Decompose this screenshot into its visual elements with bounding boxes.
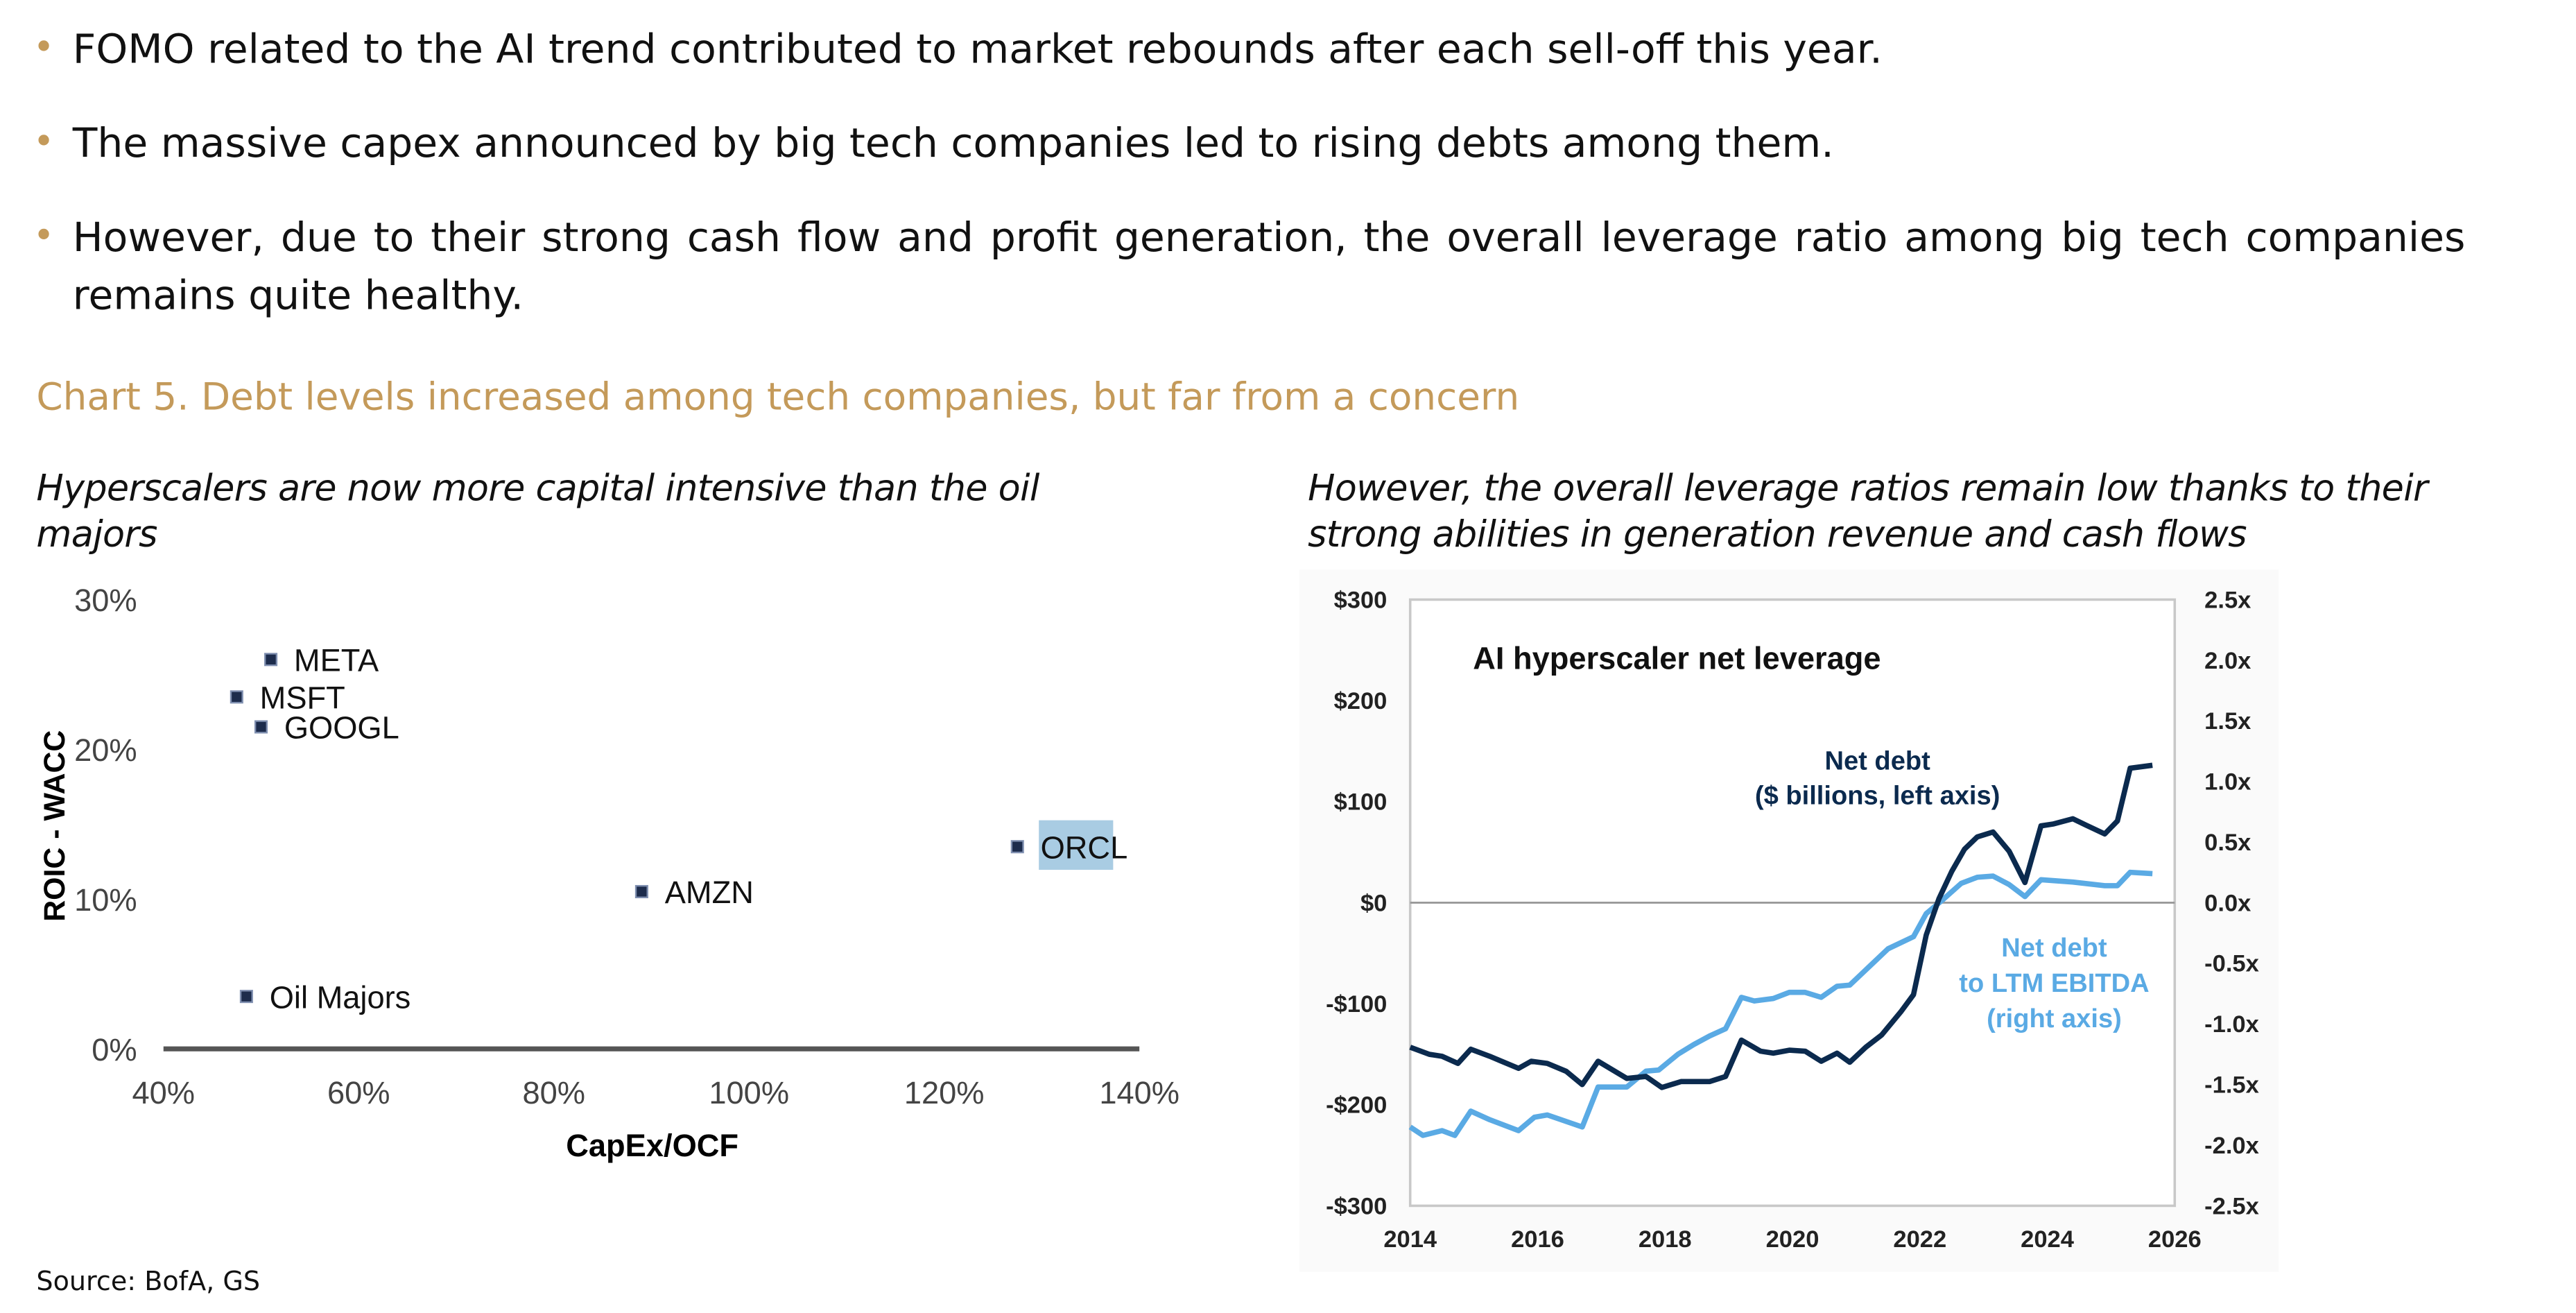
point-label: Oil Majors [270, 979, 411, 1015]
x-tick-label: 140% [1099, 1075, 1179, 1110]
y-tick-label: 30% [74, 583, 137, 618]
right-y-tick-label: -0.5x [2204, 951, 2259, 977]
left-y-tick-label: $300 [1334, 587, 1388, 613]
data-point [1010, 840, 1024, 854]
left-y-tick-label: -$300 [1326, 1193, 1387, 1219]
x-tick-label: 40% [132, 1075, 195, 1110]
data-point [254, 720, 268, 734]
x-tick-label: 100% [709, 1075, 789, 1110]
x-tick-label: 80% [522, 1075, 585, 1110]
data-point [634, 884, 648, 899]
series-label-leverage: Net debt [2001, 934, 2107, 963]
point-label: AMZN [665, 875, 754, 910]
chart-title: Chart 5. Debt levels increased among tec… [36, 376, 1520, 420]
left-y-tick-label: -$100 [1326, 991, 1387, 1018]
x-tick-label: 2022 [1893, 1226, 1946, 1253]
line-chart: $300 $200 $100 $0 -$100 -$200 -$300 2.5x 2.0x 1.5… [1299, 569, 2279, 1272]
y-tick-label: 0% [92, 1032, 137, 1067]
left-y-tick-label: -$200 [1326, 1092, 1387, 1119]
x-tick-label: 2024 [2021, 1226, 2075, 1253]
x-axis-title: CapEx/OCF [566, 1128, 738, 1163]
bullet-item: • The massive capex announced by big tech… [33, 114, 2466, 171]
series-label-leverage: (right axis) [1987, 1004, 2122, 1033]
right-y-tick-label: 0.0x [2204, 890, 2251, 916]
data-point [264, 653, 278, 667]
right-y-tick-label: -2.5x [2204, 1193, 2259, 1219]
source-note: Source: BofA, GS [36, 1265, 261, 1297]
right-y-tick-label: 2.0x [2204, 648, 2251, 674]
series-label-net-debt: ($ billions, left axis) [1755, 782, 2000, 811]
leverage-ratio-line [1408, 869, 2153, 1138]
bullet-dot-icon: • [33, 216, 55, 258]
point-label: MSFT [260, 680, 345, 715]
x-tick-label: 2018 [1639, 1226, 1692, 1253]
data-point [230, 690, 243, 704]
right-chart-subtitle: However, the overall leverage ratios rem… [1308, 469, 2428, 557]
chart-inner-title: AI hyperscaler net leverage [1473, 640, 1881, 676]
right-y-tick-label: 1.0x [2204, 769, 2251, 796]
y-tick-label: 10% [74, 882, 137, 918]
bullet-text: However, due to their strong cash flow a… [72, 213, 2466, 319]
bullet-dot-icon: • [33, 28, 55, 70]
y-tick-label: 20% [74, 732, 137, 768]
data-point [239, 990, 253, 1004]
x-tick-label: 120% [904, 1075, 985, 1110]
right-y-tick-label: 1.5x [2204, 708, 2251, 735]
bullet-item: • FOMO related to the AI trend contribute… [33, 20, 2466, 78]
series-label-leverage: to LTM EBITDA [1959, 969, 2149, 998]
left-y-tick-label: $200 [1334, 688, 1388, 714]
right-y-tick-label: -1.0x [2204, 1011, 2259, 1038]
right-y-tick-label: -1.5x [2204, 1072, 2259, 1099]
net-debt-line [1409, 762, 2153, 1090]
bullet-text: FOMO related to the AI trend contributed… [72, 24, 1883, 73]
left-chart-subtitle: Hyperscalers are now more capital intens… [36, 469, 1039, 557]
x-tick-label: 2014 [1383, 1226, 1437, 1253]
right-y-tick-label: -2.0x [2204, 1133, 2259, 1159]
x-tick-label: 2020 [1766, 1226, 1819, 1253]
right-y-tick-label: 0.5x [2204, 830, 2251, 856]
highlight-box [1039, 820, 1114, 870]
right-y-tick-label: 2.5x [2204, 587, 2251, 613]
point-label: META [294, 642, 379, 678]
bullet-dot-icon: • [33, 122, 55, 164]
x-tick-label: 60% [327, 1075, 390, 1110]
bullet-item: • However, due to their strong cash flow … [33, 208, 2466, 324]
left-y-tick-label: $100 [1334, 789, 1388, 816]
x-tick-label: 2016 [1511, 1226, 1564, 1253]
left-y-tick-label: $0 [1360, 890, 1387, 916]
bullet-text: The massive capex announced by big tech … [72, 119, 1834, 167]
point-label: GOOGL [284, 710, 399, 746]
y-axis-title: ROIC - WACC [38, 730, 71, 922]
series-label-net-debt: Net debt [1824, 747, 1930, 776]
point-label: ORCL [1041, 830, 1128, 865]
scatter-chart: 0% 10% 20% 30% 40% 60% 80% 100% 120% 140% CapEx/OC… [38, 583, 1179, 1163]
x-tick-label: 2026 [2148, 1226, 2202, 1253]
